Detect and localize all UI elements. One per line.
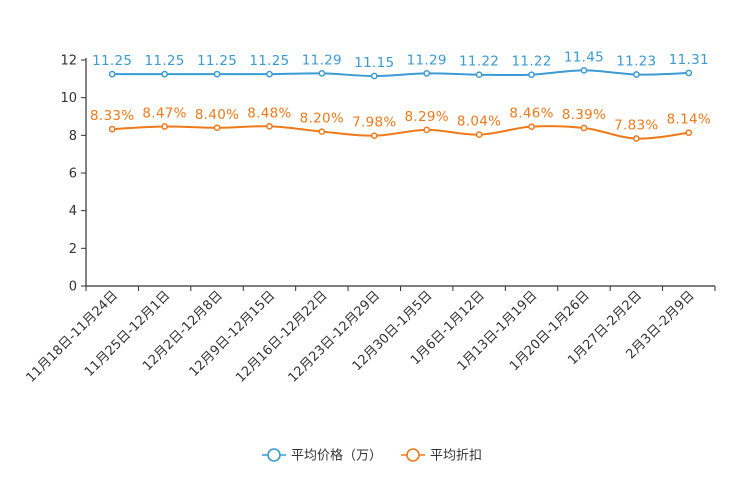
x-tick-label: 12月23日-12月29日 bbox=[286, 288, 383, 385]
y-tick-label: 12 bbox=[60, 54, 77, 69]
x-tick-label: 12月16日-12月22日 bbox=[233, 288, 330, 385]
series-2: 8.33% 8.47% 8.40% 8.48% 8.20% 7.98% 8.29% 8.04%… bbox=[90, 105, 711, 142]
legend-item-2: 平均折扣 bbox=[401, 448, 482, 464]
data-point bbox=[685, 129, 693, 137]
data-label: 11.25 bbox=[197, 53, 237, 69]
y-tick-label: 8 bbox=[69, 129, 77, 144]
data-label: 7.83% bbox=[614, 118, 658, 134]
data-point bbox=[318, 70, 326, 77]
data-point bbox=[213, 124, 221, 132]
data-point bbox=[161, 123, 168, 130]
data-label: 8.29% bbox=[405, 109, 449, 125]
data-point bbox=[108, 70, 116, 78]
data-point bbox=[370, 132, 378, 140]
series-line bbox=[112, 125, 689, 140]
data-point bbox=[685, 69, 693, 77]
data-point bbox=[580, 124, 588, 132]
y-tick-label: 10 bbox=[60, 91, 77, 106]
data-label: 11.22 bbox=[511, 54, 551, 70]
data-point bbox=[318, 128, 326, 135]
series-group: 11.25 11.25 11.25 11.25 11.29 11.15 11.29 11.22… bbox=[90, 49, 711, 142]
data-label: 7.98% bbox=[352, 115, 396, 131]
axes-group: 02468101211月18日-11月24日11月25日-12月1日12月2日-… bbox=[24, 54, 716, 386]
legend: 平均价格（万） 平均折扣 bbox=[262, 448, 482, 464]
x-tick-label: 11月18日-11月24日 bbox=[24, 288, 121, 385]
y-tick-label: 0 bbox=[69, 280, 77, 295]
data-label: 11.25 bbox=[249, 53, 289, 69]
data-point bbox=[475, 131, 483, 138]
data-label: 8.33% bbox=[90, 108, 134, 124]
data-label: 8.39% bbox=[562, 107, 606, 123]
data-point bbox=[423, 126, 431, 134]
data-point bbox=[528, 71, 535, 79]
data-label: 8.47% bbox=[142, 105, 186, 121]
data-point bbox=[528, 123, 535, 131]
data-label: 8.46% bbox=[509, 106, 553, 122]
data-point bbox=[213, 70, 221, 78]
series-line bbox=[112, 69, 689, 78]
y-tick-label: 4 bbox=[69, 204, 77, 219]
legend-label: 平均折扣 bbox=[430, 449, 482, 464]
data-point bbox=[580, 67, 588, 74]
data-label: 11.31 bbox=[669, 52, 709, 68]
data-label: 8.04% bbox=[457, 114, 501, 130]
legend-marker-icon bbox=[406, 448, 420, 462]
legend-label: 平均价格（万） bbox=[291, 448, 382, 464]
legend-marker-icon bbox=[267, 448, 281, 462]
data-point bbox=[475, 71, 483, 79]
data-label: 8.48% bbox=[247, 105, 291, 121]
data-label: 11.23 bbox=[616, 54, 656, 70]
series-1: 11.25 11.25 11.25 11.25 11.29 11.15 11.29 11.22… bbox=[92, 49, 709, 80]
data-label: 8.20% bbox=[300, 111, 344, 127]
data-point bbox=[108, 125, 116, 133]
data-label: 11.29 bbox=[302, 52, 342, 68]
y-tick-label: 2 bbox=[69, 242, 77, 257]
data-point bbox=[161, 70, 168, 78]
y-tick-label: 6 bbox=[69, 167, 77, 182]
data-label: 8.14% bbox=[667, 112, 711, 128]
data-label: 11.15 bbox=[354, 55, 394, 71]
data-label: 11.25 bbox=[145, 53, 185, 69]
data-point bbox=[266, 70, 273, 78]
data-label: 8.40% bbox=[195, 107, 239, 123]
data-label: 11.29 bbox=[407, 52, 447, 68]
data-label: 11.22 bbox=[459, 54, 499, 70]
legend-item-1: 平均价格（万） bbox=[262, 448, 382, 464]
data-point bbox=[423, 70, 431, 77]
data-point bbox=[266, 122, 273, 130]
data-point bbox=[633, 71, 640, 78]
data-point bbox=[370, 72, 378, 80]
data-point bbox=[633, 135, 640, 142]
data-label: 11.45 bbox=[564, 49, 604, 65]
data-label: 11.25 bbox=[92, 53, 132, 69]
